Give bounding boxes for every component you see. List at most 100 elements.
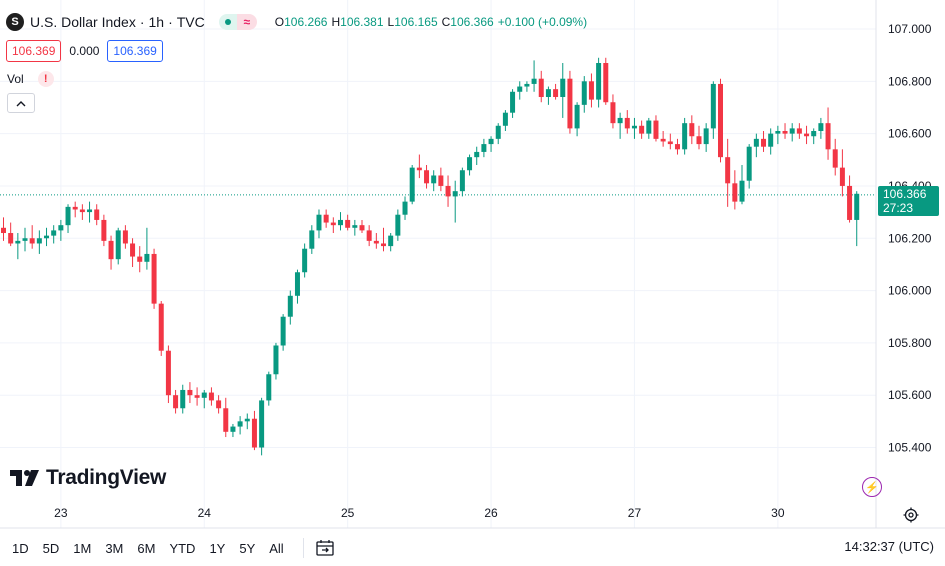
candle	[72, 201, 78, 218]
chevron-up-icon	[16, 100, 26, 106]
candle	[811, 128, 817, 145]
candle-body	[51, 230, 57, 236]
candle-body	[639, 125, 645, 134]
candle	[330, 217, 336, 234]
candle	[230, 423, 236, 438]
candle-body	[718, 83, 723, 158]
candle-body	[524, 83, 530, 87]
candle-body	[725, 157, 731, 184]
collapse-legend-button[interactable]	[7, 93, 35, 113]
candle	[581, 76, 587, 113]
candle-body	[452, 191, 458, 197]
candle-body	[531, 78, 537, 84]
candle-body	[545, 89, 551, 98]
candle-body	[617, 117, 623, 124]
candle	[87, 201, 93, 223]
go-to-date-icon[interactable]	[314, 538, 336, 558]
range-6m-button[interactable]: 6M	[137, 540, 156, 556]
y-tick-label: 105.400	[888, 441, 932, 455]
candle	[151, 248, 157, 309]
candle-body	[294, 272, 300, 296]
candle	[158, 301, 164, 356]
legend-separator: ·	[139, 14, 145, 30]
candle-body	[839, 167, 845, 186]
delayed-data-icon: ≈	[236, 14, 257, 30]
candle	[631, 117, 637, 139]
candle	[438, 167, 444, 192]
candle	[610, 94, 616, 129]
clock-timezone[interactable]: 14:32:37 (UTC)	[844, 539, 934, 554]
candle	[445, 175, 451, 207]
y-tick-label: 105.800	[888, 336, 932, 350]
ohlc-high: H106.381	[331, 15, 384, 29]
price-scale[interactable]: 107.000106.800106.600106.400106.200106.0…	[888, 22, 932, 455]
candle	[667, 133, 673, 150]
toolbar-divider	[302, 538, 304, 558]
y-tick-label: 106.800	[888, 74, 932, 88]
candle	[223, 397, 229, 438]
bottom-toolbar: 1D 5D 1M 3M 6M YTD 1Y 5Y All 14:32:37 (U…	[0, 530, 945, 566]
candle	[187, 382, 193, 404]
interval-label[interactable]: 1h	[148, 14, 165, 30]
quote-boxes: 106.369 0.000 106.369	[6, 40, 163, 62]
candle	[345, 214, 351, 231]
candle	[130, 238, 136, 268]
range-1m-button[interactable]: 1M	[73, 540, 92, 556]
buy-button[interactable]: 106.369	[107, 40, 163, 62]
market-status[interactable]: ≈	[218, 14, 257, 30]
candle	[703, 123, 709, 152]
candle-body	[8, 233, 14, 244]
spread-value: 0.000	[69, 44, 100, 58]
range-3m-button[interactable]: 3M	[105, 540, 124, 556]
candle-body	[381, 243, 387, 247]
symbol-title[interactable]: U.S. Dollar Index	[30, 14, 136, 30]
range-all-button[interactable]: All	[269, 540, 284, 556]
warning-icon[interactable]: !	[37, 71, 54, 87]
candle-body	[273, 345, 279, 375]
range-1d-button[interactable]: 1D	[12, 540, 29, 556]
candle-body	[574, 104, 580, 129]
candle	[58, 219, 64, 241]
time-scale[interactable]: 23 24 25 26 27 30	[54, 506, 785, 520]
candle-body	[746, 146, 752, 181]
candle	[588, 73, 594, 108]
candle-body	[488, 138, 494, 145]
range-ytd-button[interactable]: YTD	[169, 540, 196, 556]
candle	[553, 83, 559, 100]
candle-body	[94, 209, 100, 220]
candle	[617, 112, 623, 139]
volume-indicator-legend[interactable]: Vol !	[7, 71, 54, 87]
candle-body	[72, 206, 78, 210]
candle	[531, 60, 537, 92]
candle-body	[201, 392, 207, 398]
candle-body	[438, 175, 444, 186]
candle-body	[596, 63, 602, 100]
candle	[832, 138, 838, 176]
candle	[29, 225, 35, 249]
candle	[746, 144, 752, 189]
candle-body	[567, 78, 573, 129]
sell-button[interactable]: 106.369	[6, 40, 62, 62]
candle-body	[223, 408, 229, 432]
range-1y-button[interactable]: 1Y	[209, 540, 226, 556]
flash-icon[interactable]: ⚡	[862, 477, 882, 497]
candle	[395, 209, 401, 241]
candle	[839, 149, 845, 197]
candle	[753, 133, 759, 158]
symbol-logo[interactable]: S	[6, 13, 24, 31]
exchange-label[interactable]: TVC	[176, 14, 205, 30]
range-5y-button[interactable]: 5Y	[239, 540, 256, 556]
last-price-label: 106.366 27:23	[878, 186, 939, 216]
candle-body	[44, 235, 50, 239]
range-5d-button[interactable]: 5D	[42, 540, 60, 556]
candle-body	[660, 138, 666, 142]
candle-body	[373, 240, 379, 244]
candle	[373, 233, 379, 249]
candle	[739, 165, 745, 205]
settings-gear-icon[interactable]	[902, 506, 920, 524]
candle-body	[65, 206, 71, 226]
candle	[689, 115, 695, 145]
candle-body	[58, 225, 64, 231]
candle	[122, 225, 128, 249]
